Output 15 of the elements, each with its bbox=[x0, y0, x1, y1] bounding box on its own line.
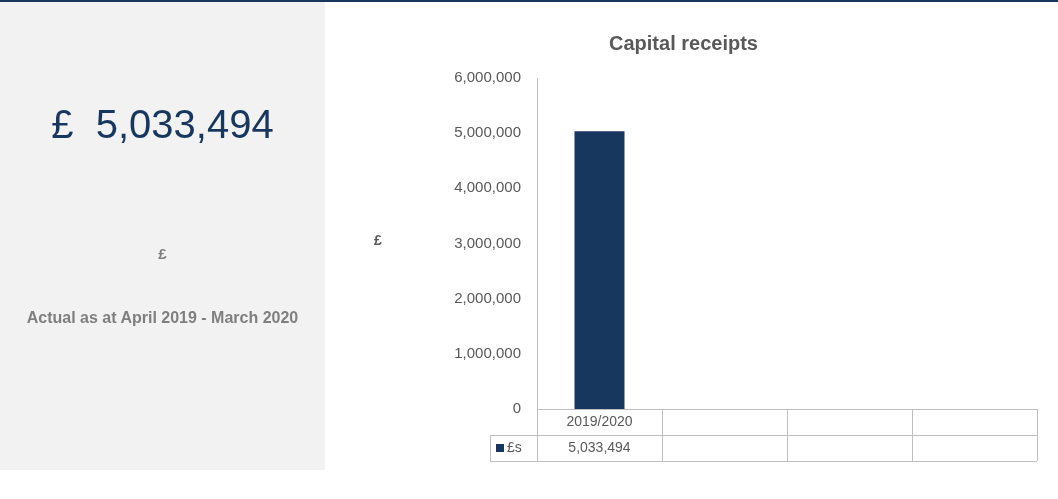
y-tick-label: 4,000,000 bbox=[454, 178, 521, 196]
y-axis-title: £ bbox=[374, 232, 383, 249]
y-tick-label: 6,000,000 bbox=[454, 68, 521, 86]
y-tick-label: 0 bbox=[512, 399, 521, 417]
y-tick-label: 1,000,000 bbox=[454, 343, 521, 361]
legend-label: £s bbox=[507, 438, 522, 455]
data-label: 5,033,494 bbox=[568, 438, 631, 455]
text: £ 5,033,494 bbox=[50, 102, 275, 147]
x-tick-label: 2019/2020 bbox=[566, 412, 633, 429]
chart-title: Capital receipts bbox=[609, 31, 758, 54]
y-tick-label: 3,000,000 bbox=[454, 233, 521, 251]
text: Actual as at April 2019 - March 2020 bbox=[25, 308, 300, 328]
y-tick-label: 5,000,000 bbox=[454, 123, 521, 141]
y-tick-label: 2,000,000 bbox=[454, 288, 521, 306]
text: £ bbox=[157, 245, 168, 262]
